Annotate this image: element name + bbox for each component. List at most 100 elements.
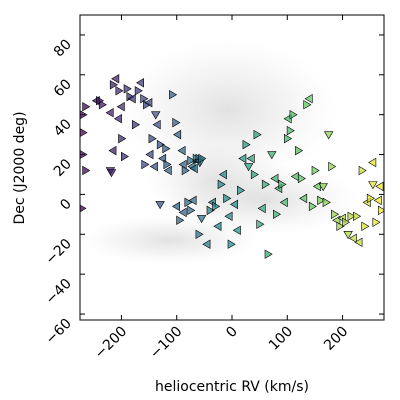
data-point [178, 207, 187, 218]
data-point [283, 113, 292, 124]
plot-frame [79, 14, 385, 321]
data-point [184, 197, 193, 208]
data-point [202, 239, 211, 249]
data-point [297, 173, 306, 184]
data-point [172, 117, 181, 128]
data-point [264, 249, 273, 259]
data-point [283, 133, 293, 144]
data-point [303, 99, 312, 110]
data-point [279, 197, 288, 208]
x-axis-label: heliocentric RV (km/s) [155, 379, 309, 395]
data-point [272, 209, 281, 220]
data-point [149, 161, 158, 172]
x-tick-label: 100 [266, 324, 296, 354]
y-tick-label: −40 [43, 276, 75, 308]
data-point [187, 205, 196, 216]
data-point [311, 165, 320, 176]
data-point [295, 145, 304, 156]
data-point [343, 231, 353, 240]
data-point [144, 97, 153, 108]
data-point [189, 163, 198, 174]
data-point [368, 157, 377, 168]
data-point [308, 201, 317, 212]
data-point [267, 151, 277, 160]
data-point [198, 153, 207, 164]
data-point [82, 101, 91, 112]
data-point [155, 201, 165, 210]
data-point [256, 219, 265, 230]
data-point [328, 161, 337, 172]
data-point [96, 95, 105, 106]
axis-ticks [80, 15, 384, 320]
data-point [80, 110, 88, 120]
data-point [361, 221, 370, 232]
data-point [250, 169, 259, 180]
data-point [323, 131, 334, 140]
data-point [224, 211, 233, 222]
y-tick-labels: −60 −40 −20 0 20 40 60 80 [43, 36, 75, 347]
data-point [318, 183, 328, 192]
data-points [80, 74, 384, 259]
data-point [162, 143, 171, 154]
data-point [270, 173, 279, 184]
data-point [134, 86, 143, 96]
data-point [187, 155, 196, 166]
data-point [347, 211, 356, 222]
data-point [123, 84, 132, 94]
data-point [243, 163, 254, 172]
data-point [196, 215, 207, 224]
data-point [299, 193, 308, 204]
data-point [106, 169, 117, 178]
y-tick-label: −60 [43, 316, 75, 348]
data-point [152, 119, 161, 130]
data-point [177, 145, 186, 156]
data-point [150, 111, 161, 120]
data-point [116, 101, 125, 112]
x-tick-labels: −200 −100 0 100 200 [92, 324, 352, 363]
y-tick-label: 80 [51, 36, 75, 60]
data-point [286, 125, 295, 136]
data-point [373, 195, 382, 206]
data-point [80, 128, 88, 138]
data-point [232, 225, 241, 236]
density-cloud [80, 38, 360, 265]
data-point [317, 195, 326, 206]
data-point [253, 129, 262, 140]
data-point [212, 201, 221, 212]
data-point [322, 197, 331, 208]
data-point [171, 201, 180, 212]
data-point [173, 129, 182, 140]
data-point [237, 185, 246, 196]
x-tick-label: −100 [147, 324, 186, 363]
data-point [80, 204, 87, 213]
data-point [108, 145, 117, 156]
data-point [246, 153, 255, 164]
y-tick-label: 0 [57, 196, 75, 214]
data-point [105, 107, 114, 118]
data-point [242, 139, 251, 150]
y-tick-label: −20 [43, 236, 75, 268]
data-point [223, 193, 232, 204]
data-point [115, 86, 124, 96]
data-point [206, 205, 215, 216]
data-point [289, 109, 298, 120]
data-point [330, 209, 340, 220]
data-point [368, 181, 378, 190]
x-tick-label: 0 [223, 324, 241, 342]
data-point [342, 217, 351, 228]
data-point [163, 159, 172, 170]
data-point [218, 169, 227, 180]
data-point [278, 179, 287, 190]
data-point [348, 233, 357, 244]
data-point [304, 93, 313, 104]
y-tick-label: 20 [51, 156, 75, 180]
data-point [336, 221, 345, 232]
data-point [195, 229, 204, 240]
data-point [82, 165, 91, 176]
data-point [141, 159, 150, 170]
data-point [163, 165, 172, 176]
data-point [132, 119, 141, 130]
data-point [261, 179, 270, 190]
data-point [230, 199, 238, 210]
data-point [109, 80, 118, 90]
